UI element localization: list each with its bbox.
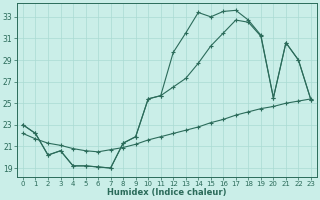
X-axis label: Humidex (Indice chaleur): Humidex (Indice chaleur)	[107, 188, 227, 197]
